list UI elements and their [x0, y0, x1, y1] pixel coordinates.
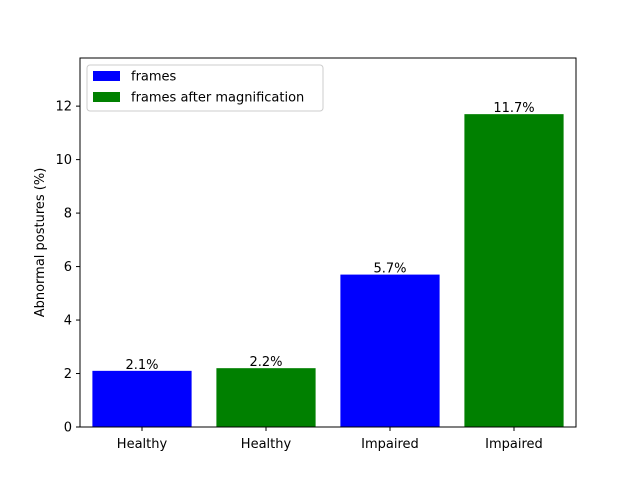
y-tick-label-4: 8 — [64, 207, 72, 222]
bar-0 — [92, 370, 192, 427]
legend-swatch-0 — [93, 71, 120, 81]
y-axis: 0 2 4 6 8 10 12 — [55, 100, 80, 436]
legend: frames frames after magnification — [86, 64, 324, 112]
legend-box — [86, 64, 324, 112]
x-axis: Healthy Healthy Impaired Impaired — [117, 427, 543, 452]
y-tick-label-1: 2 — [64, 367, 72, 382]
bars-group — [92, 114, 564, 428]
y-tick-label-5: 10 — [55, 153, 72, 168]
data-labels-group: 2.1% 2.2% 5.7% 11.7% — [125, 101, 534, 373]
data-label-2: 5.7% — [373, 262, 406, 277]
data-label-1: 2.2% — [249, 355, 282, 370]
legend-label-0: frames — [131, 70, 177, 85]
x-tick-label-1: Healthy — [241, 437, 292, 452]
x-tick-label-0: Healthy — [117, 437, 168, 452]
y-tick-label-3: 6 — [64, 260, 72, 275]
plot-frame — [79, 57, 577, 428]
y-tick-label-2: 4 — [64, 314, 72, 329]
x-tick-label-2: Impaired — [361, 437, 419, 452]
y-tick-label-0: 0 — [64, 421, 72, 436]
data-label-0: 2.1% — [125, 358, 158, 373]
bar-3 — [464, 114, 564, 428]
data-label-3: 11.7% — [493, 101, 534, 116]
y-tick-label-6: 12 — [55, 100, 72, 115]
bar-2 — [340, 274, 440, 427]
y-axis-label: Abnormal postures (%) — [33, 168, 48, 318]
legend-swatch-1 — [93, 92, 120, 102]
legend-label-1: frames after magnification — [131, 91, 304, 106]
x-tick-label-3: Impaired — [485, 437, 543, 452]
bar-1 — [216, 368, 316, 427]
